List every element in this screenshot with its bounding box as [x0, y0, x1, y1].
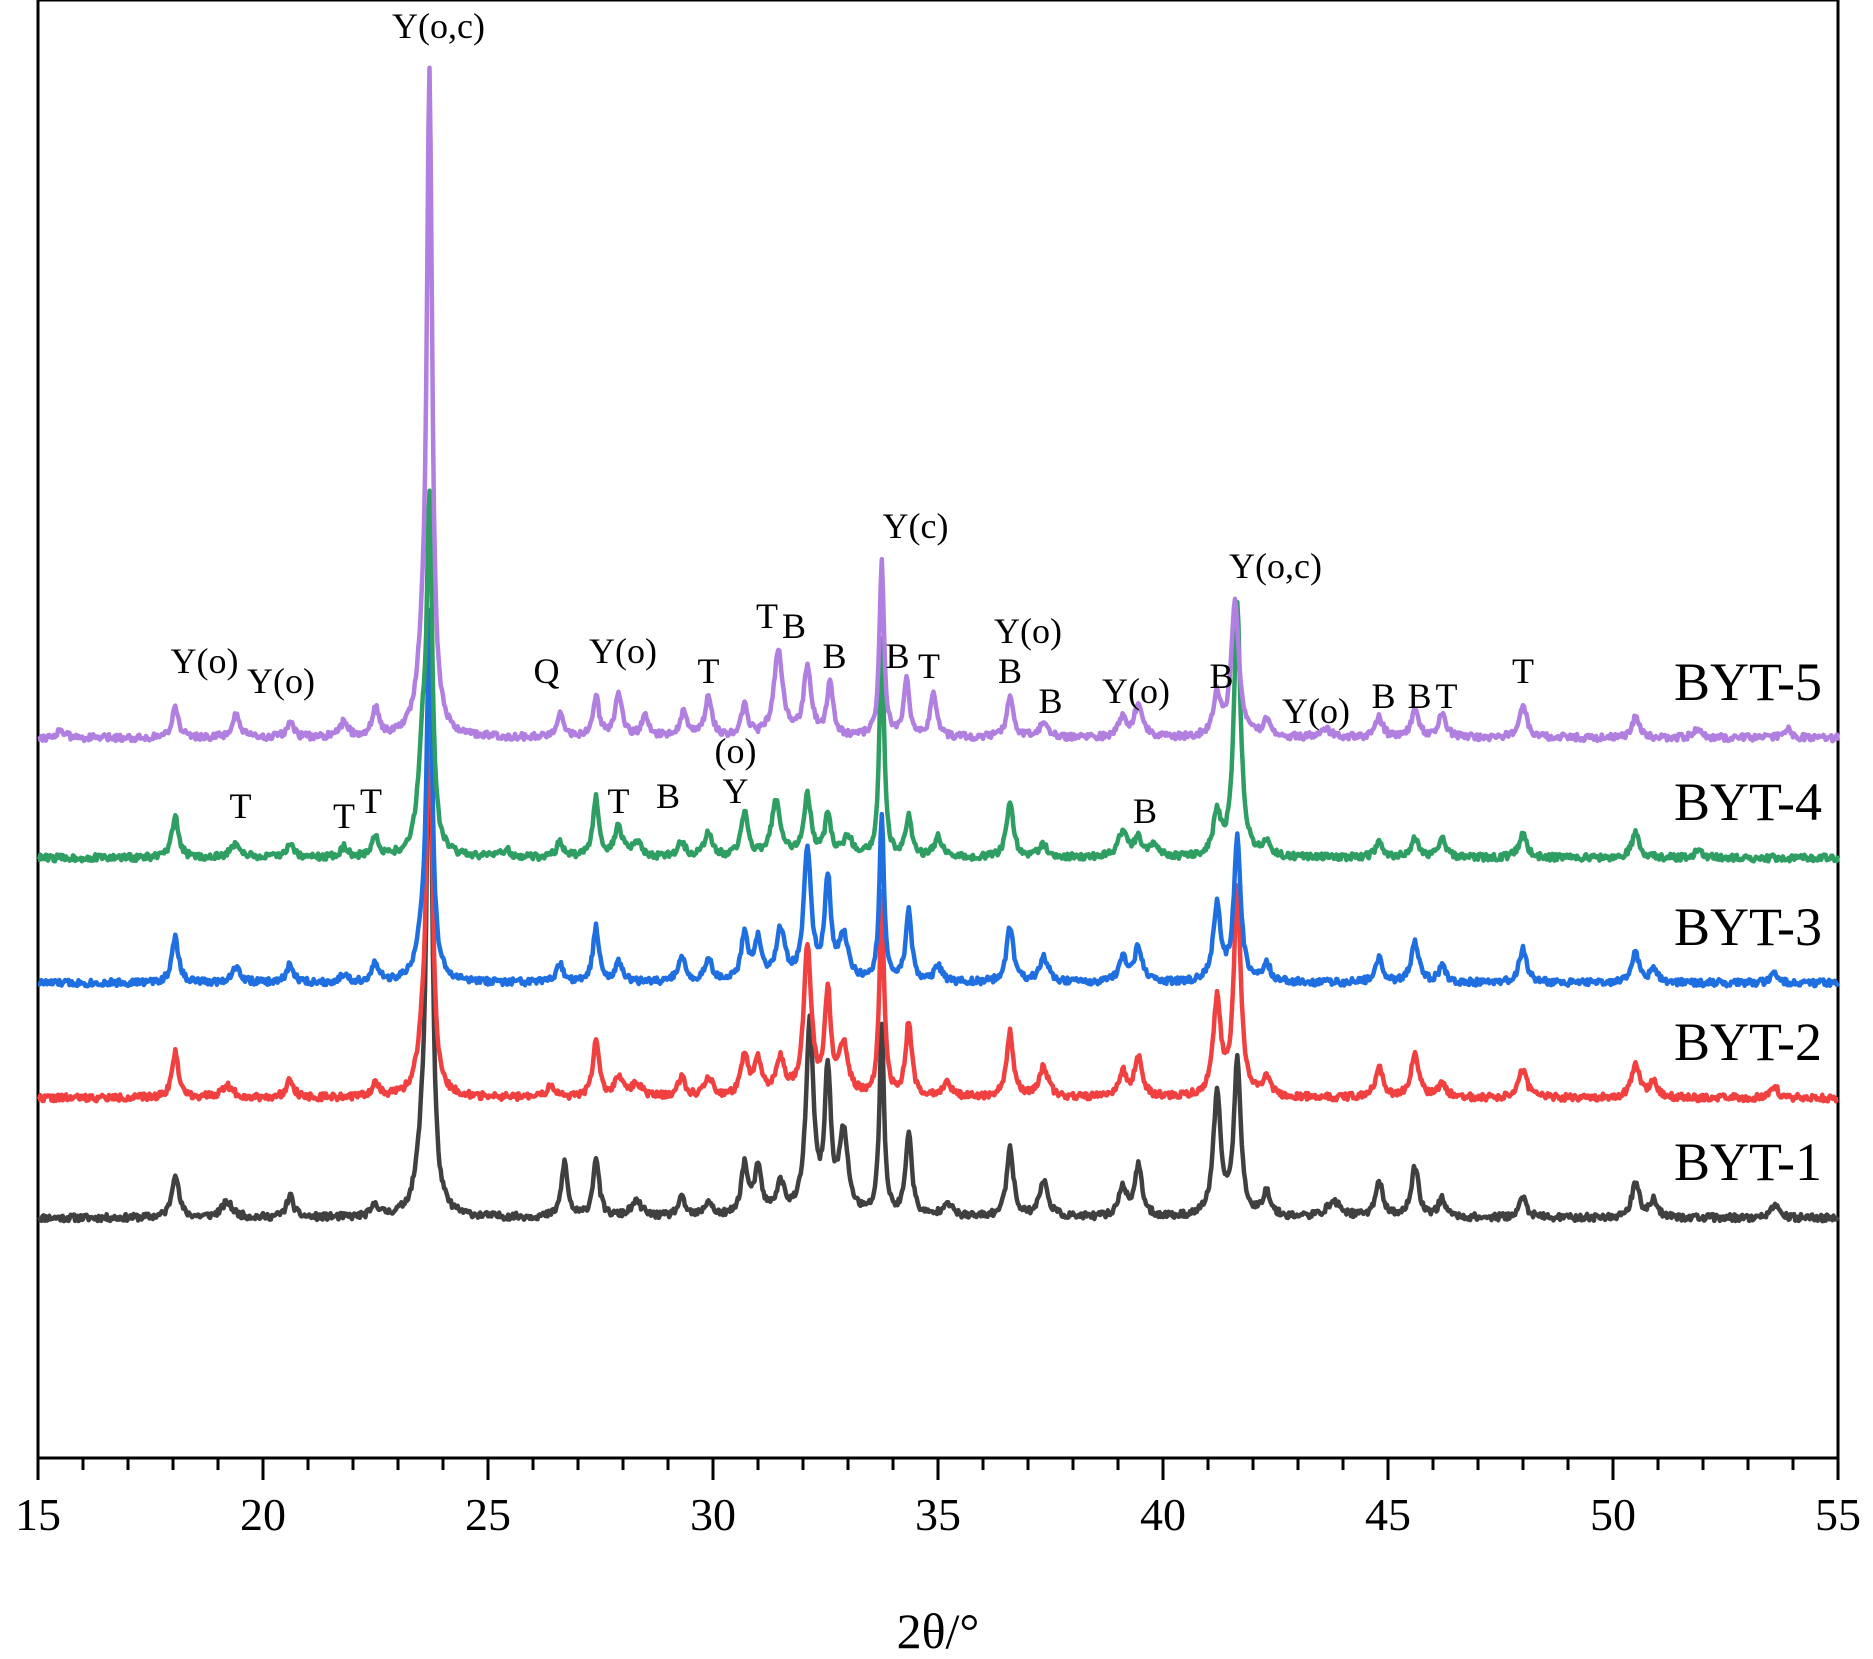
x-axis: 15 20 25 30 35 40 45 50 55: [15, 1458, 1861, 1540]
peak-annotation: Y(o): [994, 611, 1062, 651]
peak-annotation: T: [918, 646, 940, 686]
peak-annotation: T: [698, 651, 720, 691]
series-label-byt-1: BYT-1: [1674, 1132, 1822, 1192]
series-layer: BYT-5 BYT-4 BYT-3 BYT-2 BYT-1: [36, 65, 1841, 1224]
peak-annotation: Y(o): [171, 641, 239, 681]
peak-annotation: Y(o): [1282, 691, 1350, 731]
series-label-byt-3: BYT-3: [1674, 897, 1822, 957]
peak-annotation: B: [1038, 681, 1062, 721]
peak-annotation: B: [1371, 676, 1395, 716]
peak-annotation: T: [1436, 676, 1458, 716]
series-line-byt-3: [36, 607, 1841, 989]
peak-annotation: (o): [715, 731, 757, 771]
x-tick-label: 55: [1815, 1489, 1861, 1540]
series-label-byt-5: BYT-5: [1674, 652, 1822, 712]
peak-annotation: Q: [534, 651, 560, 691]
peak-annotation: B: [998, 651, 1022, 691]
series-label-byt-2: BYT-2: [1674, 1012, 1822, 1072]
series-line-byt-5: [36, 65, 1841, 744]
x-axis-title: 2θ/°: [897, 1603, 980, 1659]
peak-annotation: T: [756, 596, 778, 636]
series-label-byt-4: BYT-4: [1674, 772, 1822, 832]
peak-annotation: Y: [723, 771, 749, 811]
peak-annotation: Y(o): [1102, 671, 1170, 711]
peak-annotation: Y(o): [589, 631, 657, 671]
series-line-byt-4: [36, 488, 1841, 864]
peak-annotation: Y(c): [883, 506, 949, 546]
peak-annotation: B: [1209, 656, 1233, 696]
x-tick-label: 20: [240, 1489, 286, 1540]
peak-annotation: B: [782, 606, 806, 646]
x-tick-label: 45: [1365, 1489, 1411, 1540]
peak-annotation: B: [656, 776, 680, 816]
x-tick-label: 15: [15, 1489, 61, 1540]
peak-annotation: Y(o,c): [1229, 546, 1322, 586]
x-tick-label: 35: [915, 1489, 961, 1540]
peak-annotation: T: [1512, 651, 1534, 691]
plot-frame: [36, 0, 1840, 1460]
annotation-layer: Y(o,c)Y(o) Y(o) Q Y(o) TT BB B TY(c)Y(o)BB Y(o) B…: [171, 6, 1534, 836]
peak-annotation: T: [230, 786, 252, 826]
peak-annotation: Y(o,c): [392, 6, 485, 46]
peak-annotation: B: [1133, 791, 1157, 831]
peak-annotation: Y(o): [247, 661, 315, 701]
peak-annotation: B: [885, 636, 909, 676]
peak-annotation: B: [1407, 676, 1431, 716]
x-tick-label: 25: [465, 1489, 511, 1540]
series-line-byt-1: [36, 656, 1841, 1224]
x-tick-label: 50: [1590, 1489, 1636, 1540]
peak-annotation: T: [360, 781, 382, 821]
peak-annotation: T: [333, 796, 355, 836]
series-line-byt-2: [36, 654, 1840, 1104]
x-tick-label: 30: [690, 1489, 736, 1540]
peak-annotation: T: [608, 781, 630, 821]
peak-annotation: B: [822, 636, 846, 676]
x-tick-label: 40: [1140, 1489, 1186, 1540]
